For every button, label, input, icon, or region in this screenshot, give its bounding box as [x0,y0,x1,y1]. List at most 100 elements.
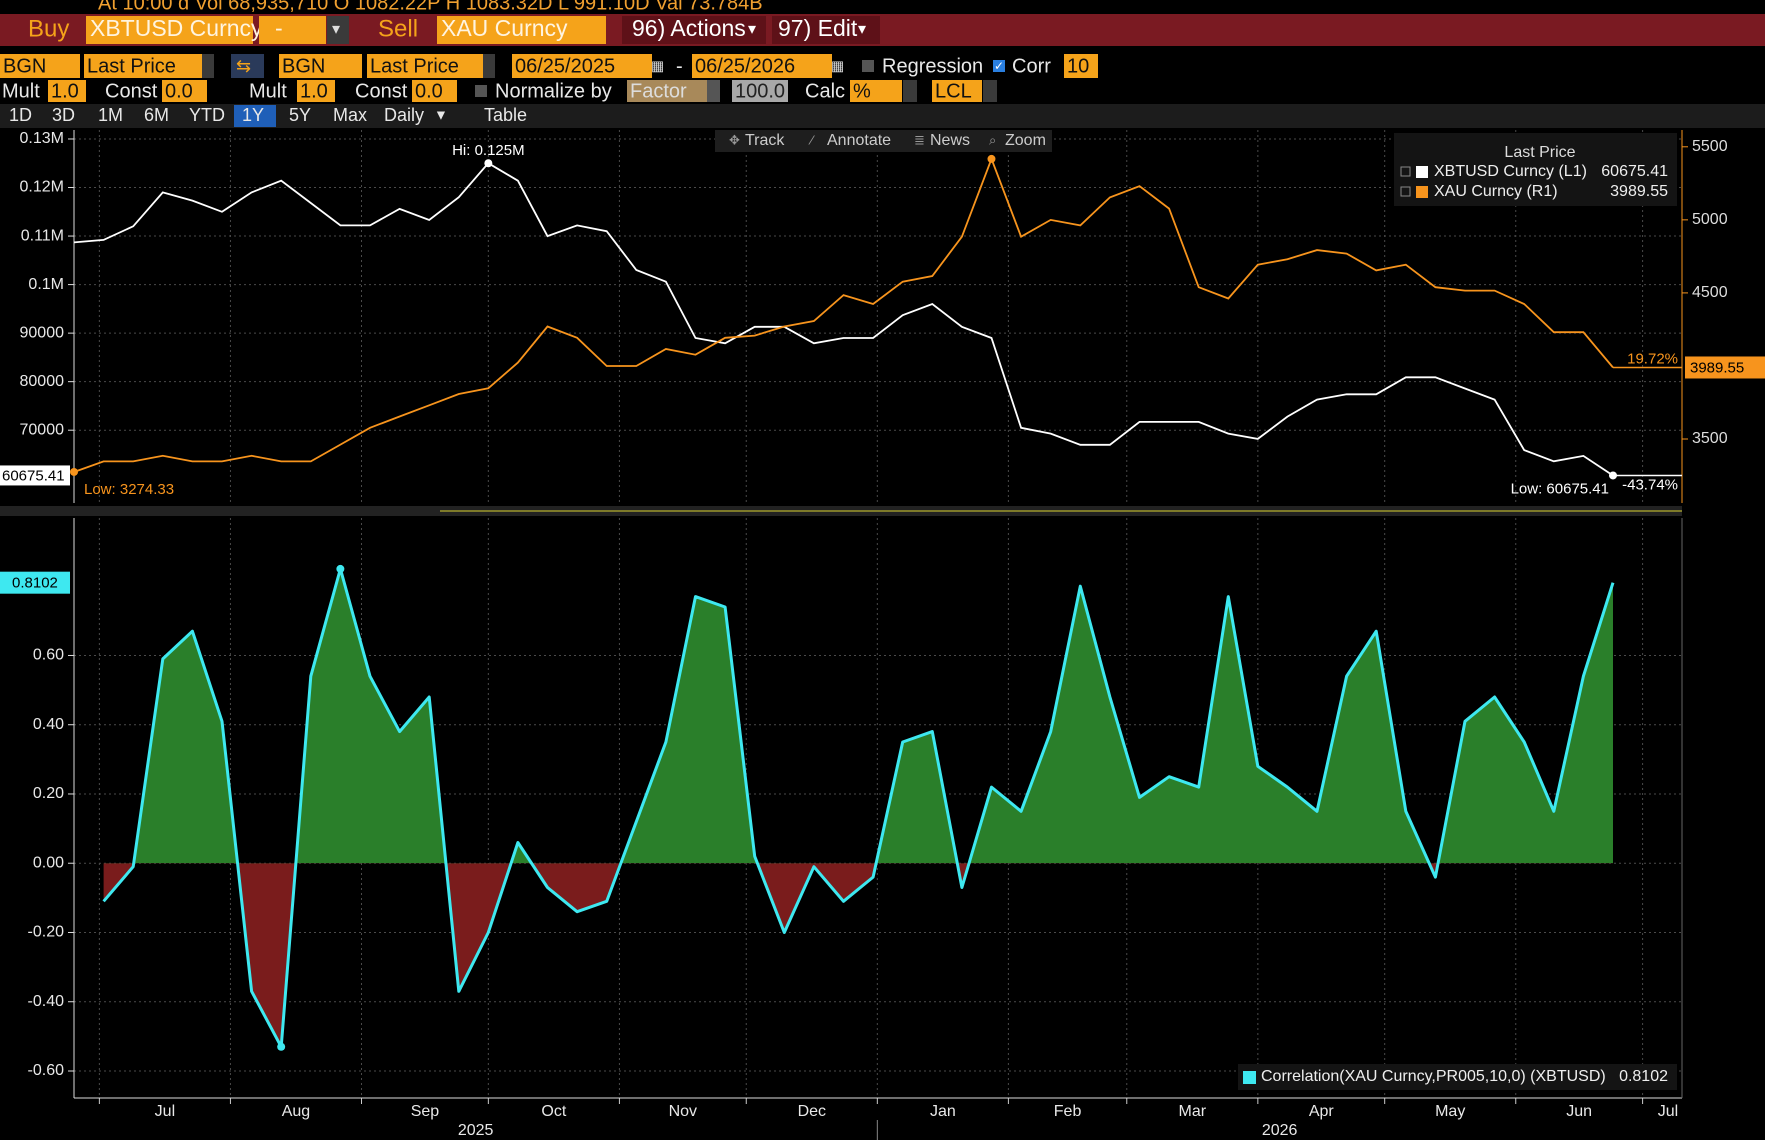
date-separator: - [676,55,683,77]
input-value[interactable]: % [853,80,871,102]
input-value[interactable]: 100.0 [735,80,785,102]
input-field[interactable] [162,80,207,102]
input-field[interactable] [297,80,335,102]
range-button[interactable]: YTD [189,105,225,125]
dropdown[interactable] [903,80,917,102]
legend-swatch [1416,166,1428,178]
y-tick-label: -0.20 [28,924,65,941]
icon: ✓ [994,59,1004,73]
input-value[interactable]: Factor [630,80,687,102]
dropdown[interactable] [983,80,997,102]
buy-field[interactable] [259,16,326,44]
y2-tick-label: 5000 [1692,211,1728,228]
y-tick-label: 0.40 [33,716,64,733]
sell-security[interactable]: XAU Curncy [441,15,568,41]
legend-title: Last Price [1504,144,1575,161]
input-field[interactable] [932,80,982,102]
sell-label: Sell [378,15,418,42]
sell-security-field[interactable] [437,16,606,44]
checkbox[interactable] [475,85,487,97]
series-line [74,156,1614,473]
legend [1238,1064,1677,1090]
checkbox[interactable] [862,60,874,72]
input-field[interactable] [850,80,902,102]
input-field[interactable] [367,54,483,78]
dropdown[interactable] [202,54,214,78]
input-field[interactable] [692,54,832,78]
chart-tool[interactable]: News [930,132,970,149]
buy-security[interactable]: XBTUSD Curncy [90,15,263,41]
input-field[interactable] [0,54,80,78]
chart-tool[interactable]: Annotate [827,132,891,149]
checkbox[interactable] [993,60,1005,72]
edit-button-label[interactable]: 97) Edit [778,15,858,41]
annotation: Low: 3274.33 [84,481,174,498]
dropdown[interactable] [707,80,720,102]
legend-expander [1400,186,1411,197]
actions-button[interactable] [622,16,766,44]
input-field[interactable] [732,80,788,102]
icon: ▾ [332,21,340,38]
input-value[interactable]: BGN [282,55,325,77]
last-value-box [0,465,70,486]
label: Const [355,80,408,102]
range-button[interactable]: 5Y [289,105,311,125]
y-tick-label: 0.1M [28,276,64,293]
legend-label: Correlation(XAU Curncy,PR005,10,0) (XBTU… [1261,1068,1606,1085]
input-value[interactable]: 06/25/2025 [515,55,615,77]
swap-button[interactable] [231,54,264,78]
edit-button[interactable] [772,16,880,44]
legend-swatch [1243,1071,1256,1084]
y-tick-label: 0.60 [33,647,64,664]
y-tick-label: 0.12M [20,179,64,196]
y-tick-label: -0.40 [28,993,65,1010]
input-value[interactable]: 06/25/2026 [695,55,795,77]
input-field[interactable] [1064,54,1098,78]
input-value[interactable]: Last Price [370,55,459,77]
input-field[interactable] [512,54,652,78]
input-value[interactable]: 0.0 [165,80,193,102]
input-field[interactable] [412,80,457,102]
label: Mult [2,80,40,102]
range-button[interactable]: 1D [9,105,32,125]
x-tick-label: Mar [1179,1103,1207,1120]
x-tick-label: Jul [155,1103,175,1120]
y-tick-label: 0.20 [33,785,64,802]
year-label: 2025 [458,1122,494,1139]
y2-tick-label: 5500 [1692,138,1728,155]
range-button[interactable]: 1Y [242,105,264,125]
legend-label: XAU Curncy (R1) [1434,183,1558,200]
input-field[interactable] [48,80,86,102]
input-value[interactable]: BGN [3,55,46,77]
dropdown[interactable] [327,16,349,44]
y-tick-label: 0.11M [21,227,64,244]
input-value[interactable]: 1.0 [51,80,79,102]
x-tick-label: Apr [1309,1103,1335,1120]
frequency-button[interactable]: Daily [384,105,424,125]
range-button[interactable]: 1M [98,105,123,125]
input-field[interactable] [279,54,362,78]
range-button[interactable]: 6M [144,105,169,125]
input-value[interactable]: 10 [1067,55,1089,77]
chart-tool[interactable]: Zoom [1005,132,1046,149]
range-button[interactable]: Max [333,105,367,125]
input-value[interactable]: 0.0 [415,80,443,102]
range-button[interactable]: 3D [52,105,75,125]
table-button[interactable]: Table [484,105,527,125]
buy-security-field[interactable] [86,16,253,44]
label: Calc [805,80,845,102]
icon: ⇆ [236,56,251,76]
y-tick-label: 90000 [20,324,65,341]
range-bar [0,104,1765,128]
range-selected[interactable] [234,105,276,127]
chart-tool[interactable]: Track [745,132,785,149]
input-value[interactable]: 1.0 [300,80,328,102]
input-value[interactable]: Last Price [87,55,176,77]
actions-button-label[interactable]: 96) Actions [632,15,746,41]
y-tick-label: 70000 [20,421,65,438]
input-value[interactable]: LCL [935,80,972,102]
input-field[interactable] [84,54,202,78]
buy-field-value: - [275,15,283,41]
dropdown[interactable] [483,54,495,78]
input-field[interactable] [627,80,707,102]
